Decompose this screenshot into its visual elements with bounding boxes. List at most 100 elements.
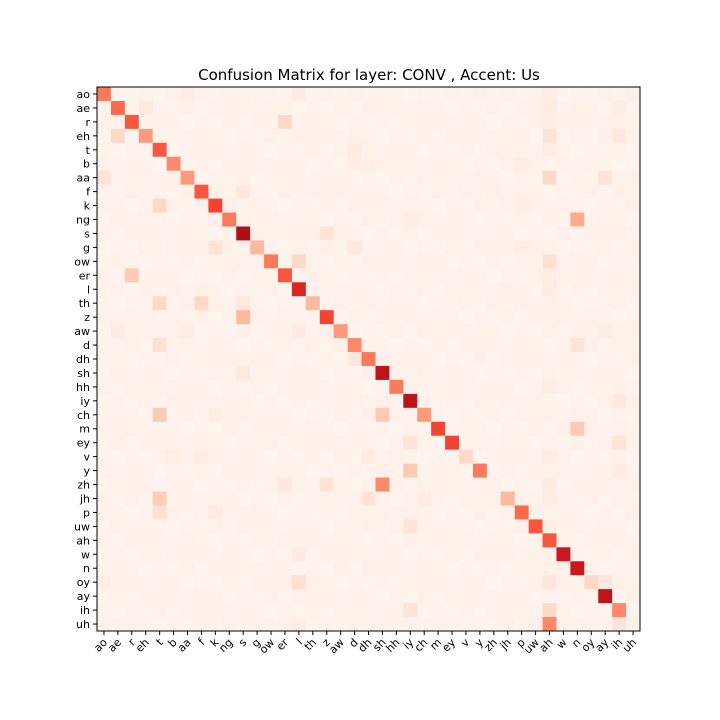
heatmap-cell-ih-jh [500, 603, 516, 618]
heatmap-cell-s-n [570, 226, 585, 241]
heatmap-cell-k-k [208, 198, 223, 213]
heatmap-cell-l-dh [361, 282, 376, 297]
heatmap-cell-hh-sh [375, 379, 390, 395]
heatmap-cell-ae-b [166, 100, 181, 116]
heatmap-cell-aw-v [459, 324, 474, 339]
heatmap-cell-r-aa [180, 114, 195, 130]
heatmap-cell-ow-aa [180, 254, 195, 269]
heatmap-cell-uw-hh [389, 519, 404, 534]
heatmap-cell-dh-uh [626, 352, 641, 367]
heatmap-cell-er-ey [445, 268, 460, 283]
x-tick-label: ng [216, 636, 235, 655]
heatmap-cell-t-dh [361, 142, 376, 158]
heatmap-cell-jh-ao [97, 491, 112, 506]
heatmap-cell-jh-aa [180, 491, 195, 506]
heatmap-cell-ah-n [570, 533, 585, 548]
heatmap-cell-k-v [459, 198, 474, 213]
heatmap-cell-zh-eh [138, 477, 154, 492]
heatmap-cell-s-ey [445, 226, 460, 241]
heatmap-cell-v-dh [361, 449, 376, 465]
heatmap-cell-k-aa [180, 198, 195, 213]
heatmap-cell-aw-uw [528, 324, 543, 339]
x-tick-label: f [196, 635, 209, 648]
heatmap-cell-ih-ah [542, 603, 557, 618]
heatmap-cell-uw-uw [528, 519, 543, 534]
heatmap-cell-ih-zh [486, 603, 502, 618]
heatmap-cell-oy-m [431, 575, 446, 590]
heatmap-cell-aw-w [556, 324, 571, 339]
heatmap-cell-w-ah [542, 547, 557, 562]
heatmap-cell-th-ae [110, 296, 126, 311]
heatmap-cell-ch-ey [445, 407, 460, 423]
heatmap-cell-ch-ae [110, 407, 126, 423]
heatmap-cell-ay-ng [222, 589, 237, 604]
heatmap-cell-oy-b [166, 575, 181, 590]
heatmap-cell-m-ah [542, 421, 557, 437]
heatmap-cell-s-ao [97, 226, 112, 241]
heatmap-cell-t-n [570, 142, 585, 158]
heatmap-cell-r-d [347, 114, 362, 130]
heatmap-cell-ow-oy [584, 254, 599, 269]
heatmap-cell-d-zh [486, 338, 502, 353]
heatmap-cell-m-w [556, 421, 571, 437]
heatmap-cell-zh-g [250, 477, 265, 492]
heatmap-cell-uw-ao [97, 519, 112, 534]
heatmap-cell-iy-f [194, 393, 209, 409]
heatmap-cell-g-ow [264, 240, 279, 255]
heatmap-cell-uh-aa [180, 617, 195, 632]
y-tick-label: aa [77, 172, 90, 185]
heatmap-cell-ih-th [305, 603, 321, 618]
heatmap-cell-d-ah [542, 338, 557, 353]
heatmap-cell-r-ey [445, 114, 460, 130]
heatmap-cell-r-er [278, 114, 293, 130]
heatmap-cell-aw-er [278, 324, 293, 339]
heatmap-cell-ae-uw [528, 100, 543, 116]
heatmap-cell-ay-ih [612, 589, 627, 604]
heatmap-cell-k-s [236, 198, 251, 213]
heatmap-cell-th-v [459, 296, 474, 311]
heatmap-cell-ow-r [124, 254, 140, 269]
heatmap-cell-p-r [124, 505, 140, 520]
heatmap-cell-zh-l [291, 477, 307, 492]
heatmap-cell-ey-jh [500, 435, 516, 451]
heatmap-cell-ow-m [431, 254, 446, 269]
heatmap-cell-k-eh [138, 198, 154, 213]
heatmap-cell-y-n [570, 463, 585, 478]
heatmap-cell-w-m [431, 547, 446, 562]
x-tick-label: s [236, 636, 249, 649]
heatmap-cell-z-uh [626, 310, 641, 325]
heatmap-cell-m-l [291, 421, 307, 437]
heatmap-cell-n-ih [612, 561, 627, 576]
heatmap-cell-hh-ay [598, 379, 613, 395]
heatmap-cell-ng-dh [361, 212, 376, 227]
heatmap-cell-ah-l [291, 533, 307, 548]
heatmap-cell-aa-w [556, 170, 571, 186]
heatmap-cell-ih-ng [222, 603, 237, 618]
heatmap-cell-n-s [236, 561, 251, 576]
heatmap-cell-g-w [556, 240, 571, 255]
y-tick-label: w [81, 548, 90, 561]
heatmap-cell-zh-aa [180, 477, 195, 492]
heatmap-cell-iy-b [166, 393, 181, 409]
heatmap-cell-jh-oy [584, 491, 599, 506]
heatmap-cell-ao-uw [528, 87, 543, 102]
heatmap-cell-k-iy [403, 198, 418, 213]
heatmap-cell-er-y [472, 268, 488, 283]
heatmap-cell-ih-z [319, 603, 335, 618]
heatmap-cell-oy-w [556, 575, 571, 590]
heatmap-cell-jh-z [319, 491, 335, 506]
heatmap-cell-er-jh [500, 268, 516, 283]
heatmap-cell-p-uh [626, 505, 641, 520]
heatmap-cell-z-w [556, 310, 571, 325]
heatmap-cell-k-d [347, 198, 362, 213]
heatmap-cell-er-th [305, 268, 321, 283]
y-tick-label: t [86, 144, 91, 157]
heatmap-cell-ch-ao [97, 407, 112, 423]
heatmap-cell-v-k [208, 449, 223, 465]
heatmap-cell-t-er [278, 142, 293, 158]
heatmap-cell-t-ng [222, 142, 237, 158]
heatmap-cell-dh-ae [110, 352, 126, 367]
heatmap-cell-ey-d [347, 435, 362, 451]
heatmap-cell-er-uh [626, 268, 641, 283]
heatmap-cell-eh-er [278, 128, 293, 144]
